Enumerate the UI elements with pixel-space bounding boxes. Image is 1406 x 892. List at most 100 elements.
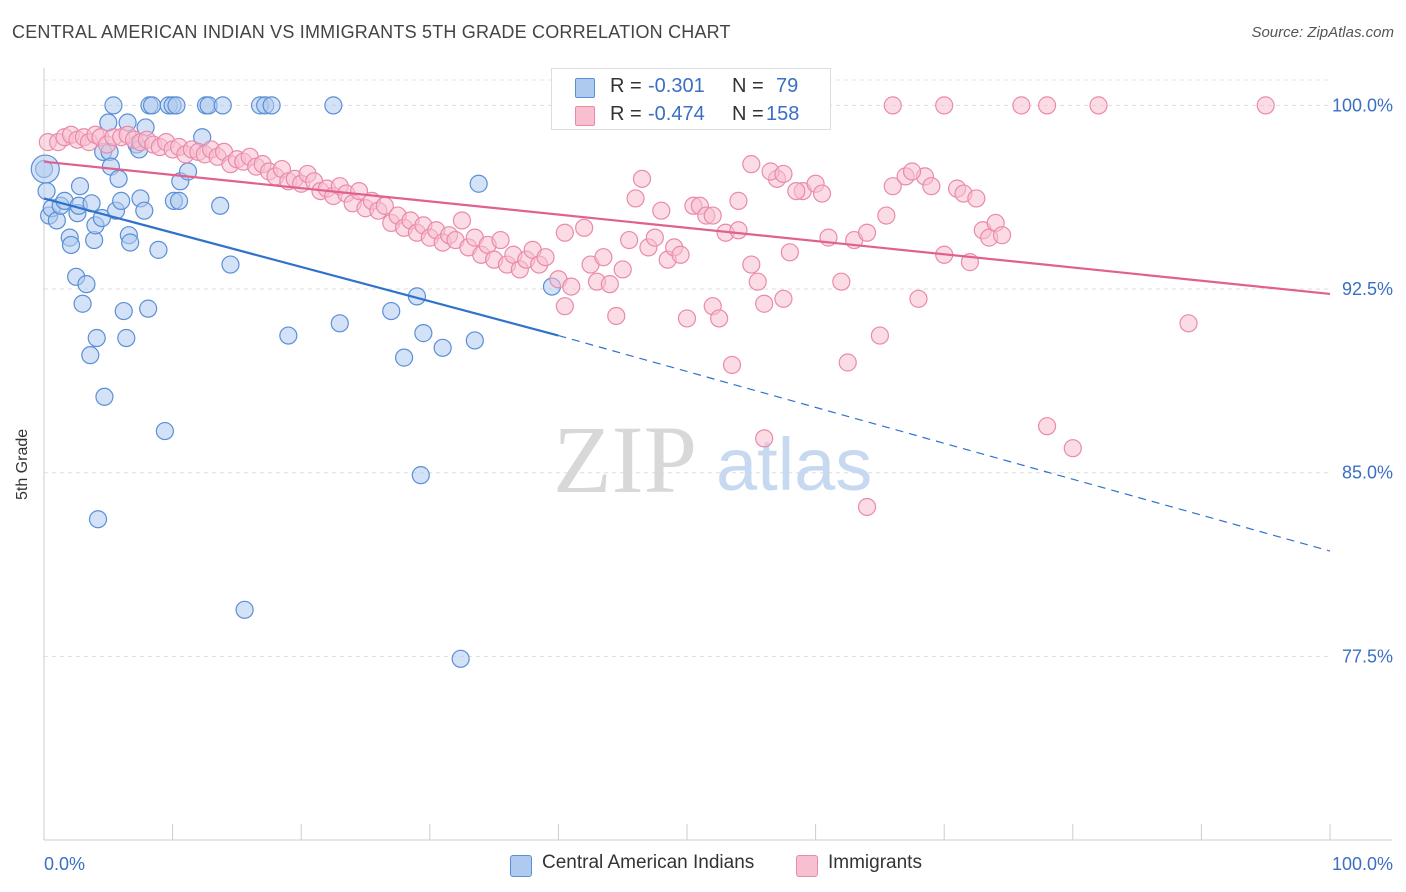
data-point-immigrants bbox=[812, 184, 832, 203]
data-point-central-american-indians bbox=[262, 96, 281, 115]
data-point-immigrants bbox=[902, 162, 922, 181]
legend-r-label: R = bbox=[610, 75, 642, 97]
data-point-immigrants bbox=[555, 223, 574, 242]
y-tick-label: 77.5% bbox=[1342, 646, 1393, 666]
data-point-immigrants bbox=[857, 223, 877, 242]
y-tick-label: 85.0% bbox=[1342, 463, 1393, 483]
data-point-immigrants bbox=[883, 96, 902, 115]
data-point-immigrants bbox=[562, 277, 581, 296]
data-point-central-american-indians bbox=[465, 331, 484, 350]
data-point-immigrants bbox=[877, 206, 896, 225]
data-point-immigrants bbox=[748, 272, 767, 291]
data-point-central-american-indians bbox=[112, 191, 131, 210]
bottom-legend-swatch-blue bbox=[510, 855, 532, 877]
data-point-central-american-indians bbox=[77, 275, 96, 294]
data-point-immigrants bbox=[1037, 96, 1057, 115]
data-point-immigrants bbox=[645, 228, 664, 247]
legend-row-blue: R = -0.301 N = 79 bbox=[552, 73, 830, 101]
data-point-central-american-indians bbox=[95, 387, 114, 406]
series-immigrants bbox=[38, 96, 1275, 517]
data-point-immigrants bbox=[935, 96, 954, 115]
data-point-immigrants bbox=[722, 355, 742, 375]
data-point-central-american-indians bbox=[104, 96, 123, 115]
data-point-immigrants bbox=[452, 211, 472, 230]
data-point-central-american-indians bbox=[87, 328, 106, 348]
watermark-atlas: atlas bbox=[716, 423, 872, 506]
data-point-central-american-indians bbox=[117, 328, 136, 348]
data-point-central-american-indians bbox=[61, 235, 81, 255]
legend-n-label: N = bbox=[732, 103, 764, 125]
data-point-central-american-indians bbox=[155, 421, 174, 441]
data-point-central-american-indians bbox=[211, 196, 230, 215]
legend-r-value: -0.474 bbox=[648, 103, 705, 125]
data-point-immigrants bbox=[594, 248, 613, 267]
bottom-legend-label: Central American Indians bbox=[542, 852, 755, 873]
data-point-central-american-indians bbox=[382, 301, 401, 321]
correlation-legend: R = -0.301 N = 79 R = -0.474 N = 158 bbox=[551, 68, 831, 130]
data-point-immigrants bbox=[626, 189, 645, 208]
data-point-central-american-indians bbox=[109, 169, 128, 188]
data-point-central-american-indians bbox=[279, 326, 298, 345]
data-point-immigrants bbox=[620, 230, 639, 250]
data-point-central-american-indians bbox=[114, 301, 133, 321]
data-point-central-american-indians bbox=[70, 177, 90, 196]
data-point-immigrants bbox=[1063, 439, 1082, 458]
y-tick-label: 92.5% bbox=[1342, 279, 1393, 299]
data-point-central-american-indians bbox=[324, 96, 343, 115]
data-point-central-american-indians bbox=[88, 510, 108, 529]
data-point-immigrants bbox=[787, 181, 806, 201]
data-point-immigrants bbox=[755, 294, 774, 313]
data-point-immigrants bbox=[632, 169, 652, 188]
data-point-immigrants bbox=[729, 191, 748, 210]
data-point-immigrants bbox=[1179, 314, 1198, 333]
data-point-immigrants bbox=[742, 255, 761, 274]
data-point-central-american-indians bbox=[414, 324, 433, 343]
data-point-central-american-indians bbox=[81, 346, 100, 365]
data-point-immigrants bbox=[967, 189, 986, 208]
data-point-immigrants bbox=[729, 221, 748, 240]
data-point-central-american-indians bbox=[37, 181, 56, 201]
data-point-immigrants bbox=[1256, 96, 1275, 115]
trend-line-immigrants bbox=[43, 160, 1331, 296]
data-point-central-american-indians bbox=[142, 96, 162, 115]
data-point-immigrants bbox=[755, 429, 774, 448]
data-point-central-american-indians bbox=[121, 233, 140, 252]
data-point-central-american-indians bbox=[169, 191, 189, 210]
data-point-immigrants bbox=[774, 289, 793, 308]
legend-row-pink: R = -0.474 N = 158 bbox=[552, 101, 830, 129]
legend-swatch-blue bbox=[575, 78, 595, 98]
y-axis-label: 5th Grade bbox=[14, 428, 31, 500]
data-point-immigrants bbox=[555, 297, 574, 316]
data-point-central-american-indians bbox=[213, 96, 232, 115]
x-tick-label-right: 100.0% bbox=[1332, 854, 1393, 874]
legend-n-value: 158 bbox=[766, 103, 800, 125]
data-point-central-american-indians bbox=[411, 466, 430, 485]
data-point-immigrants bbox=[922, 177, 941, 196]
data-point-central-american-indians bbox=[235, 600, 254, 619]
legend-swatch-pink bbox=[575, 106, 595, 126]
data-point-immigrants bbox=[671, 245, 690, 264]
data-point-central-american-indians bbox=[433, 338, 452, 357]
data-point-central-american-indians bbox=[135, 201, 154, 220]
chart-title: CENTRAL AMERICAN INDIAN VS IMMIGRANTS 5T… bbox=[12, 22, 731, 42]
data-point-immigrants bbox=[870, 326, 890, 345]
bottom-legend-label: Immigrants bbox=[828, 852, 922, 873]
data-point-immigrants bbox=[1089, 96, 1108, 115]
data-point-immigrants bbox=[613, 260, 632, 279]
data-point-immigrants bbox=[536, 248, 555, 267]
data-point-immigrants bbox=[774, 164, 793, 184]
data-point-central-american-indians-large bbox=[30, 154, 60, 184]
legend-r-label: R = bbox=[610, 103, 642, 125]
data-point-central-american-indians bbox=[73, 294, 92, 313]
data-point-central-american-indians bbox=[221, 255, 240, 274]
data-point-immigrants bbox=[600, 275, 619, 294]
data-point-immigrants bbox=[607, 306, 626, 326]
x-tick-label-left: 0.0% bbox=[44, 854, 85, 874]
data-point-immigrants bbox=[710, 309, 729, 328]
trend-line-central-american-indians-projection bbox=[558, 334, 1331, 552]
data-point-central-american-indians bbox=[451, 649, 470, 668]
trend-line-central-american-indians bbox=[43, 197, 559, 337]
data-point-immigrants bbox=[1037, 417, 1057, 436]
data-point-immigrants bbox=[832, 272, 851, 291]
